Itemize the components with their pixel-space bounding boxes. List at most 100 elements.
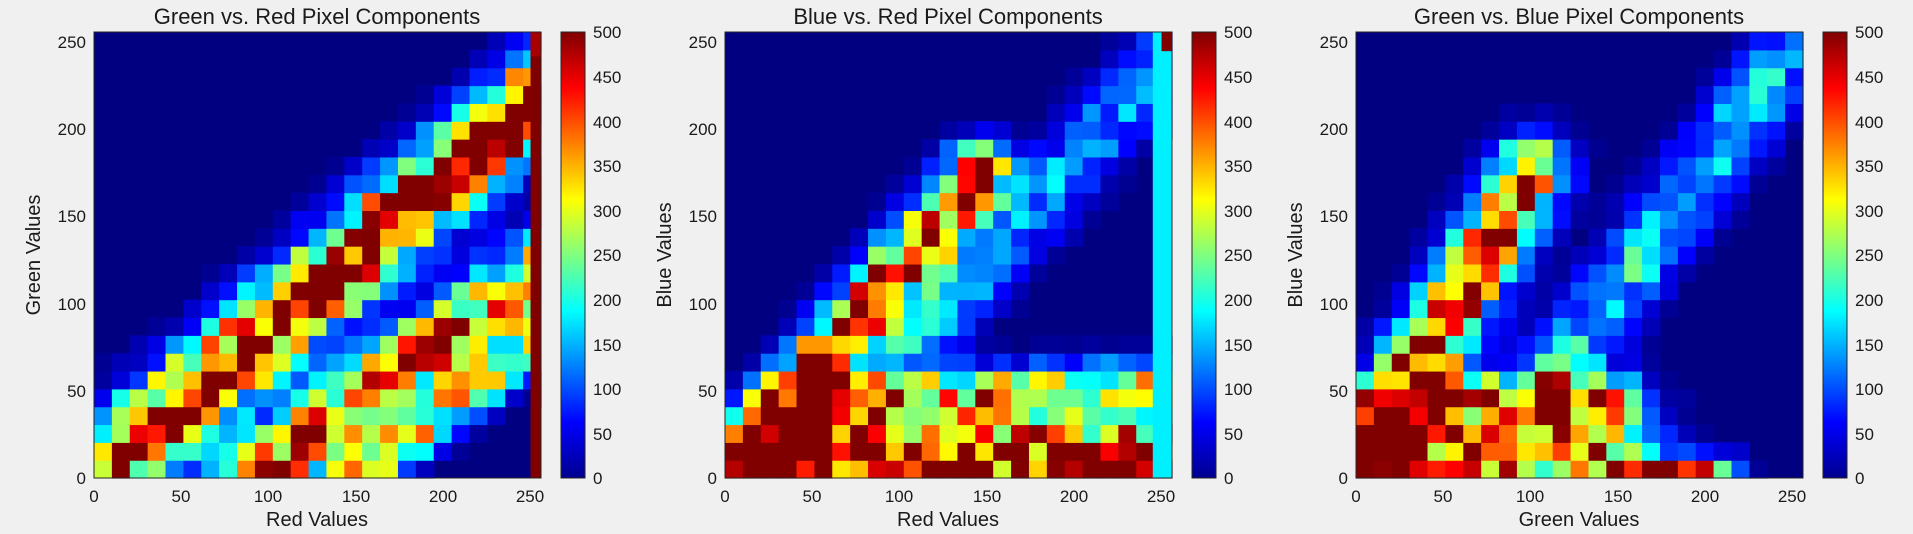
panel1-xtick-150: 150: [342, 487, 370, 506]
heatmap-cell: [469, 370, 488, 390]
heatmap-cell: [1100, 85, 1119, 104]
heatmap-cell: [1624, 299, 1643, 319]
heatmap-cell: [796, 460, 815, 479]
heatmap-cell: [1767, 67, 1786, 87]
heatmap-cell: [380, 406, 399, 426]
heatmap-cell: [380, 388, 399, 408]
heatmap-cell: [362, 460, 381, 479]
heatmap-cell: [1082, 85, 1102, 104]
heatmap-cell: [1659, 388, 1679, 408]
heatmap-cell: [326, 156, 345, 176]
heatmap-cell: [921, 335, 941, 354]
heatmap-cell: [921, 388, 941, 408]
heatmap-cell: [1677, 424, 1697, 443]
panel2-cbtick-500: 500: [1224, 23, 1252, 42]
heatmap-cell: [725, 442, 744, 461]
heatmap-cell: [451, 442, 471, 461]
heatmap-cell: [939, 156, 959, 176]
heatmap-cell: [1427, 228, 1446, 247]
heatmap-cell: [344, 460, 363, 479]
panel2-ytick-100: 100: [689, 295, 717, 314]
heatmap-cell: [219, 388, 238, 408]
heatmap-cell: [1391, 424, 1411, 443]
heatmap-cell: [1046, 246, 1066, 265]
heatmap-cell: [1082, 192, 1102, 211]
heatmap-cell: [1570, 174, 1590, 194]
heatmap-cell: [903, 370, 923, 390]
heatmap-cell: [1082, 406, 1102, 426]
heatmap-cell: [760, 442, 780, 461]
panel3-cbtick-200: 200: [1855, 291, 1883, 310]
heatmap-cell: [183, 317, 202, 336]
heatmap-cell: [975, 299, 994, 319]
heatmap-cell: [219, 460, 238, 479]
heatmap-cell: [505, 103, 524, 122]
heatmap-cell: [939, 370, 959, 390]
heatmap-cell: [1749, 103, 1768, 122]
panel2-xticks: 0 50 100 150 200 250: [720, 487, 1175, 506]
heatmap-cell: [272, 406, 292, 426]
heatmap-cell: [1481, 460, 1500, 479]
heatmap-cell: [530, 32, 541, 57]
heatmap-cell: [1588, 442, 1607, 461]
heatmap-cell: [433, 406, 453, 426]
heatmap-cell: [903, 281, 923, 301]
heatmap-cell: [1642, 228, 1661, 247]
heatmap-cell: [1463, 317, 1482, 336]
heatmap-cell: [308, 210, 328, 229]
heatmap-cell: [1516, 406, 1536, 426]
heatmap-cell: [469, 156, 488, 176]
panel3-xticks: 0 50 100 150 200 250: [1351, 487, 1806, 506]
heatmap-cell: [505, 281, 524, 301]
heatmap-cell: [957, 281, 976, 301]
panel3-xlabel: Green Values: [1519, 509, 1640, 531]
panel2-ytick-250: 250: [689, 33, 717, 52]
panel1-cbtick-450: 450: [593, 68, 621, 87]
heatmap-cell: [469, 121, 488, 140]
heatmap-cell: [760, 370, 780, 390]
heatmap-cell: [1642, 424, 1661, 443]
heatmap-cell: [1028, 139, 1048, 158]
heatmap-cell: [129, 424, 149, 443]
heatmap-cell: [380, 121, 399, 140]
heatmap-cell: [487, 406, 506, 426]
heatmap-cell: [1427, 388, 1446, 408]
heatmap-cell: [326, 424, 345, 443]
heatmap-cell: [1064, 442, 1084, 461]
heatmap-cell: [433, 192, 453, 211]
heatmap-cell: [1118, 335, 1137, 354]
heatmap-cell: [957, 228, 976, 247]
heatmap-cell: [814, 424, 833, 443]
heatmap-cell: [433, 85, 453, 104]
heatmap-cell: [1695, 460, 1715, 479]
heatmap-cell: [993, 228, 1012, 247]
heatmap-cell: [1499, 370, 1518, 390]
heatmap-cell: [1642, 281, 1661, 301]
heatmap-cell: [725, 406, 744, 426]
heatmap-cell: [1624, 210, 1643, 229]
heatmap-cell: [1552, 299, 1572, 319]
heatmap-cell: [1552, 370, 1572, 390]
heatmap-cell: [832, 406, 851, 426]
heatmap-cell: [778, 353, 798, 372]
heatmap-cell: [433, 317, 453, 336]
heatmap-cell: [111, 460, 131, 479]
heatmap-cell: [850, 281, 869, 301]
heatmap-cell: [487, 32, 506, 51]
heatmap-cell: [308, 192, 328, 211]
heatmap-cell: [415, 281, 435, 301]
heatmap-cell: [1118, 388, 1137, 408]
heatmap-cell: [219, 299, 238, 319]
heatmap-cell: [957, 192, 976, 211]
panel3-yticks: 0 50 100 150 200 250: [1320, 33, 1348, 488]
panel3-cbtick-350: 350: [1855, 157, 1883, 176]
panel1-ytick-150: 150: [58, 207, 86, 226]
heatmap-cell: [362, 210, 381, 229]
panel3-ytick-150: 150: [1320, 207, 1348, 226]
heatmap-cell: [165, 335, 184, 354]
heatmap-cell: [254, 317, 274, 336]
heatmap-cell: [832, 263, 851, 283]
heatmap-cell: [487, 370, 506, 390]
heatmap-cell: [1427, 192, 1446, 211]
heatmap-cell: [1749, 85, 1768, 104]
